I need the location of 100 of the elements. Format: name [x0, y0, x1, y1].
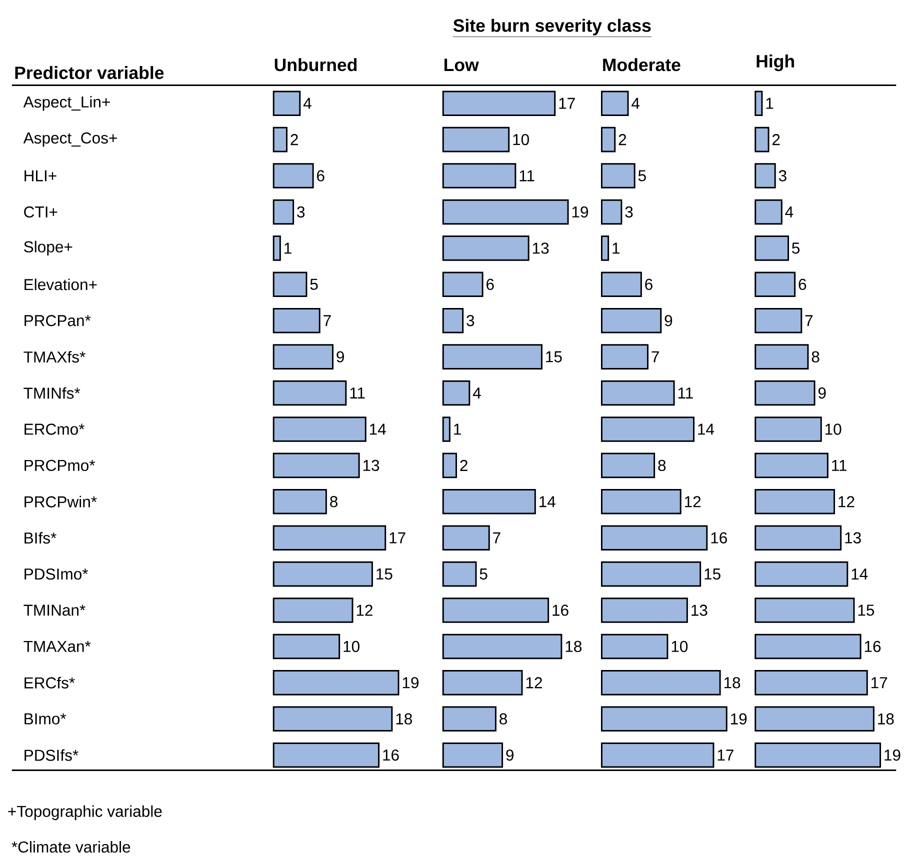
bar [442, 236, 530, 261]
bar [754, 380, 816, 406]
data-label: 11 [520, 170, 534, 182]
bar [442, 561, 477, 587]
data-label: 12 [356, 604, 372, 616]
bar [442, 416, 450, 442]
data-label: 9 [818, 387, 826, 399]
data-label: 2 [618, 134, 626, 146]
data-label: 9 [506, 750, 514, 761]
bar [754, 90, 763, 116]
bar [442, 634, 562, 660]
data-label: 19 [402, 677, 418, 688]
bar [272, 452, 360, 478]
bar [600, 598, 688, 623]
bar [272, 670, 400, 696]
bar [600, 199, 622, 225]
bar [442, 90, 556, 116]
bar [754, 706, 874, 732]
bar [600, 634, 668, 660]
data-label: 2 [290, 134, 298, 146]
data-label: 19 [572, 206, 588, 218]
data-label: 12 [526, 677, 542, 688]
y-tick-label: PRCPmo* [24, 460, 96, 472]
bar [272, 344, 334, 370]
y-tick-label: TMAXan* [24, 640, 91, 652]
y-tick-label: TMAXfs* [24, 351, 86, 363]
data-label: 6 [798, 278, 806, 290]
bar [600, 525, 708, 551]
bar [600, 561, 702, 587]
bar [754, 561, 848, 587]
data-label: 13 [692, 604, 708, 616]
bar [754, 452, 828, 478]
data-label: 13 [363, 460, 380, 472]
data-label: 10 [825, 424, 842, 435]
data-label: 2 [460, 460, 468, 471]
bar [600, 126, 616, 152]
data-label: 13 [532, 242, 549, 254]
data-label: 18 [724, 677, 740, 688]
data-label: 12 [838, 496, 854, 508]
bar [442, 344, 542, 370]
bar [754, 199, 782, 225]
data-label: 15 [704, 568, 720, 580]
data-label: 10 [513, 134, 529, 146]
data-label: 4 [785, 206, 794, 218]
data-label: 15 [546, 351, 562, 362]
bar [442, 308, 464, 334]
data-label: 11 [832, 460, 846, 471]
y-tick-label: PRCPwin* [24, 496, 97, 508]
data-label: 4 [303, 98, 312, 109]
bar [272, 742, 380, 768]
y-axis-title: Predictor variable [15, 66, 164, 80]
bar [600, 236, 610, 261]
bar [272, 163, 314, 188]
bar [272, 272, 308, 298]
bar [272, 90, 301, 116]
y-tick-label: HLI+ [24, 170, 56, 182]
bar [600, 380, 675, 406]
bar [442, 452, 458, 478]
data-label: 9 [336, 351, 344, 362]
data-label: 3 [466, 315, 474, 326]
data-label: 19 [884, 750, 900, 761]
bar [600, 452, 656, 478]
bar [754, 670, 868, 696]
bar [272, 236, 281, 261]
chart-title: Low [444, 58, 479, 72]
text: Site burn severity class [453, 18, 651, 36]
bar [754, 598, 855, 623]
bar [442, 742, 504, 768]
bar [754, 742, 882, 768]
data-label: 7 [324, 315, 331, 326]
bar [600, 706, 728, 732]
data-label: 12 [684, 496, 701, 508]
chart-title: Moderate [603, 58, 680, 72]
y-tick-label: Aspect_Lin+ [23, 96, 110, 111]
bar [600, 344, 648, 370]
bar [754, 236, 789, 261]
data-label: 5 [792, 242, 800, 254]
data-label: 2 [772, 134, 780, 146]
data-label: 5 [310, 278, 318, 290]
bar [600, 90, 629, 116]
data-label: 19 [731, 713, 747, 725]
data-label: 17 [718, 750, 734, 761]
bar [754, 525, 842, 551]
data-label: 3 [625, 206, 633, 218]
data-label: 4 [472, 388, 481, 398]
data-label: 1 [612, 242, 620, 254]
y-tick-label: TMINan* [24, 604, 86, 616]
data-label: 16 [383, 750, 399, 761]
y-tick-label: BImo* [24, 713, 66, 724]
y-tick-label: Elevation+ [24, 278, 97, 290]
y-tick-label: CTI+ [24, 206, 58, 218]
data-label: 15 [858, 604, 874, 616]
bar [272, 634, 340, 660]
bar [754, 634, 862, 660]
data-label: 14 [540, 496, 556, 508]
bar [600, 163, 636, 188]
text: +Topographic variable [8, 805, 162, 820]
bar [272, 561, 373, 587]
y-tick-label: PDSIfs* [24, 749, 78, 761]
data-label: 15 [376, 568, 392, 580]
